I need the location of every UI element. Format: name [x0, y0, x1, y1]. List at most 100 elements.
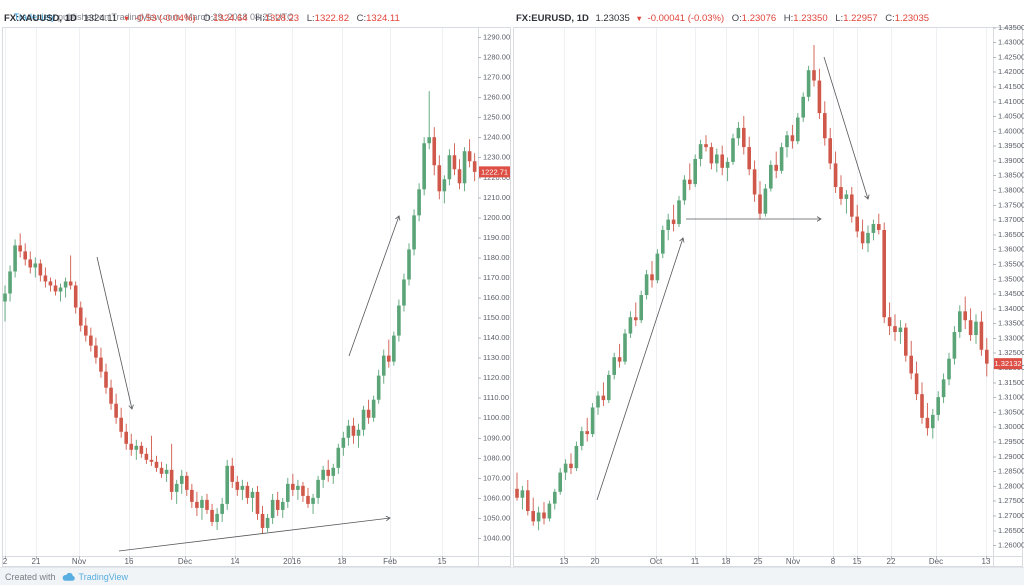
attribution-text: published on TradingView.com, March 29, …: [55, 12, 294, 22]
svg-text:1.30000: 1.30000: [998, 422, 1024, 431]
svg-text:1.40000: 1.40000: [998, 126, 1024, 135]
svg-text:1.35500: 1.35500: [998, 259, 1024, 268]
svg-text:1090.00: 1090.00: [483, 433, 510, 442]
svg-text:1.41000: 1.41000: [998, 97, 1024, 106]
ohlc-close: C:1.23035: [885, 13, 930, 24]
created-with-label: Created with: [5, 571, 56, 582]
svg-text:1.34500: 1.34500: [998, 289, 1024, 298]
svg-text:13: 13: [982, 557, 991, 566]
svg-text:16: 16: [125, 557, 134, 566]
svg-text:1.26000: 1.26000: [998, 541, 1024, 550]
svg-text:1070.00: 1070.00: [483, 473, 510, 482]
svg-text:Nov: Nov: [72, 557, 86, 566]
svg-text:1210.00: 1210.00: [483, 193, 510, 202]
svg-text:1222.71: 1222.71: [481, 167, 508, 176]
svg-text:8: 8: [831, 557, 836, 566]
svg-text:1270.00: 1270.00: [483, 73, 510, 82]
svg-text:1100.00: 1100.00: [483, 413, 510, 422]
svg-text:1.31500: 1.31500: [998, 378, 1024, 387]
svg-text:Dec: Dec: [178, 557, 192, 566]
panel-border: [2, 27, 511, 567]
candles: [515, 45, 989, 531]
ohlc-low: L:1322.82: [306, 13, 349, 24]
svg-text:1.37500: 1.37500: [998, 200, 1024, 209]
svg-text:1.37000: 1.37000: [998, 215, 1024, 224]
svg-text:1260.00: 1260.00: [483, 93, 510, 102]
svg-text:1050.00: 1050.00: [483, 513, 510, 522]
xauusd-header: FX:XAUUSD, 1D 1324.11 ▼ -0.53 (-0.04%) O…: [4, 13, 400, 24]
symbol-name: FX:XAUUSD, 1D: [4, 13, 77, 24]
svg-text:1.42500: 1.42500: [998, 52, 1024, 61]
svg-text:2: 2: [3, 557, 8, 566]
ohlc-high: H:1.23350: [783, 13, 828, 24]
svg-text:Feb: Feb: [383, 557, 397, 566]
price-scale: 1.43500 1.43000 1.42500 1.42000 1.41500 1.410…: [993, 23, 1024, 550]
fx-xauusd-chart: 1290.00 1280.00 1270.00 1260.00 1250.00 1240.…: [2, 27, 511, 567]
gridlines: [564, 28, 987, 556]
tradingview-cloud-icon: [62, 572, 75, 582]
svg-text:1.42000: 1.42000: [998, 67, 1024, 76]
fx-eurusd-chart: 1.43500 1.43000 1.42500 1.42000 1.41500 1.410…: [513, 23, 1024, 567]
svg-text:1.27000: 1.27000: [998, 511, 1024, 520]
svg-text:Nov: Nov: [786, 557, 800, 566]
time-scale: 13 20 Oct 11 18 25 Nov 8 15 22 Dec 13: [560, 556, 991, 566]
svg-text:1180.00: 1180.00: [483, 253, 510, 262]
svg-text:1290.00: 1290.00: [483, 33, 510, 42]
ohlc-open: O:1324.64: [203, 13, 248, 24]
ohlc-open: O:1.23076: [731, 13, 777, 24]
svg-text:1.26500: 1.26500: [998, 526, 1024, 535]
svg-text:1150.00: 1150.00: [483, 313, 510, 322]
svg-text:1040.00: 1040.00: [483, 533, 510, 542]
svg-text:1.29000: 1.29000: [998, 452, 1024, 461]
svg-text:1.38500: 1.38500: [998, 171, 1024, 180]
svg-text:15: 15: [853, 557, 862, 566]
trend-arrows: [96, 215, 401, 552]
down-triangle-icon: ▼: [122, 14, 131, 23]
svg-text:1.34000: 1.34000: [998, 304, 1024, 313]
svg-text:1200.00: 1200.00: [483, 213, 510, 222]
svg-text:14: 14: [231, 557, 240, 566]
svg-text:1.33000: 1.33000: [998, 333, 1024, 342]
svg-text:1130.00: 1130.00: [483, 353, 510, 362]
time-scale: 2 21 Nov 16 Dec 14 2016 18 Feb 15: [3, 556, 447, 566]
svg-text:1160.00: 1160.00: [483, 293, 510, 302]
price-change: -0.53 (-0.04%): [134, 13, 196, 24]
svg-text:25: 25: [754, 557, 763, 566]
svg-text:1060.00: 1060.00: [483, 493, 510, 502]
gridlines: [5, 28, 443, 556]
svg-text:21: 21: [32, 557, 41, 566]
last-price: 1.23035: [595, 13, 630, 24]
author-link[interactable]: Tradeciety: [13, 12, 56, 22]
svg-text:1.32132: 1.32132: [994, 359, 1021, 368]
price-change: -0.00041 (-0.03%): [647, 13, 725, 24]
svg-text:18: 18: [338, 557, 347, 566]
svg-text:18: 18: [722, 557, 731, 566]
svg-text:20: 20: [591, 557, 600, 566]
price-scale: 1290.00 1280.00 1270.00 1260.00 1250.00 1240.…: [478, 33, 510, 542]
svg-text:1280.00: 1280.00: [483, 53, 510, 62]
ohlc-high: H:1328.23: [255, 13, 300, 24]
svg-text:13: 13: [560, 557, 569, 566]
tradingview-link[interactable]: TradingView: [78, 571, 129, 582]
svg-text:1.43000: 1.43000: [998, 38, 1024, 47]
svg-text:1190.00: 1190.00: [483, 233, 510, 242]
svg-text:22: 22: [887, 557, 896, 566]
svg-text:1.41500: 1.41500: [998, 82, 1024, 91]
svg-text:1120.00: 1120.00: [483, 373, 510, 382]
svg-text:1250.00: 1250.00: [483, 113, 510, 122]
svg-text:1.33500: 1.33500: [998, 319, 1024, 328]
svg-text:1.36000: 1.36000: [998, 245, 1024, 254]
svg-text:Oct: Oct: [650, 557, 663, 566]
svg-text:1.28000: 1.28000: [998, 481, 1024, 490]
svg-text:1.43500: 1.43500: [998, 23, 1024, 32]
trend-arrows: [596, 56, 870, 501]
svg-text:1.36500: 1.36500: [998, 230, 1024, 239]
svg-text:2016: 2016: [283, 557, 301, 566]
svg-text:Dec: Dec: [929, 557, 943, 566]
svg-text:1140.00: 1140.00: [483, 333, 510, 342]
svg-text:1170.00: 1170.00: [483, 273, 510, 282]
svg-text:1.31000: 1.31000: [998, 393, 1024, 402]
candles: [3, 91, 477, 534]
